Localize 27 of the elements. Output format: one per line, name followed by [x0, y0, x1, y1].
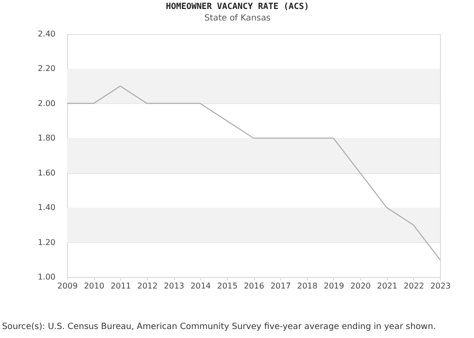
chart-title: HOMEOWNER VACANCY RATE (ACS) — [166, 2, 310, 12]
x-tick-label: 2017 — [270, 282, 291, 290]
x-tick-label: 2011 — [110, 282, 131, 290]
line-series — [66, 86, 440, 260]
x-tick-label: 2015 — [217, 282, 238, 290]
x-tick-label: 2014 — [190, 282, 211, 290]
y-tick-label: 1.20 — [38, 238, 56, 247]
x-tick-label: 2021 — [377, 282, 398, 290]
x-tick-label: 2022 — [404, 282, 424, 290]
y-tick-label: 2.20 — [38, 64, 56, 74]
x-tick-label: 2012 — [137, 282, 158, 290]
x-tick-label: 2019 — [324, 282, 344, 290]
y-tick-label: 1.80 — [38, 134, 56, 143]
y-tick-label: 2.40 — [38, 30, 56, 38]
x-tick-label: 2020 — [350, 282, 371, 290]
y-tick-label: 1.60 — [38, 168, 56, 178]
y-tick-label: 1.00 — [38, 272, 56, 282]
x-tick-label: 2023 — [430, 282, 451, 290]
x-tick-label: 2010 — [84, 282, 104, 290]
y-tick-label: 1.40 — [38, 203, 56, 212]
y-tick-label: 2.00 — [38, 98, 56, 108]
x-tick-label: 2013 — [164, 282, 184, 290]
x-tick-label: 2016 — [244, 282, 264, 290]
source-note: Source(s): U.S. Census Bureau, American Community Survey five-year average ending in year shown. — [2, 322, 436, 332]
x-tick-label: 2018 — [297, 282, 318, 290]
x-tick-label: 2009 — [57, 282, 78, 290]
chart-subtitle: State of Kansas — [204, 14, 272, 24]
